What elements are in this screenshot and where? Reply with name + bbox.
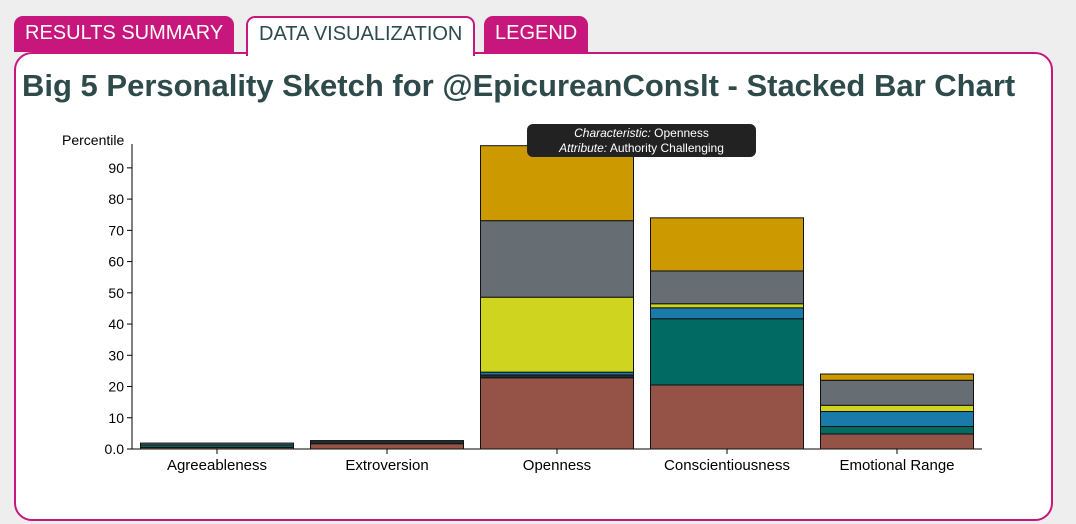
bar-segment [820, 373, 974, 381]
bar-segment [650, 307, 804, 320]
tooltip-attribute-value: Authority Challenging [609, 141, 724, 155]
y-tick-label: 30 [108, 347, 124, 363]
bar-segment [310, 443, 464, 450]
chart-tooltip: Characteristic: Openness Attribute: Auth… [527, 124, 756, 157]
bar-segment [820, 426, 974, 435]
bar-segment [480, 220, 634, 298]
bar-segment [650, 217, 804, 272]
y-tick-label: 10 [108, 410, 124, 426]
y-tick-label: 50 [108, 285, 124, 301]
bar-segment [650, 303, 804, 309]
tooltip-attribute-line: Attribute: Authority Challenging [527, 141, 756, 156]
y-tick-label: 80 [108, 191, 124, 207]
bar-segment [820, 404, 974, 413]
x-tick-label: Conscientiousness [664, 457, 790, 474]
y-tick-label: 0.0 [105, 441, 125, 457]
x-tick-label: Agreeableness [167, 457, 267, 474]
x-tick-label: Emotional Range [839, 457, 954, 474]
tab-data-visualization[interactable]: DATA VISUALIZATION [246, 16, 476, 56]
tooltip-attribute-label: Attribute: [559, 141, 608, 155]
bar-segment [650, 270, 804, 305]
y-tick-label: 60 [108, 254, 124, 270]
bar-segment [650, 384, 804, 450]
page-title: Big 5 Personality Sketch for @EpicureanC… [22, 68, 1016, 103]
bar-segment [820, 433, 974, 450]
bar-segment [480, 296, 634, 373]
tab-legend[interactable]: LEGEND [484, 16, 589, 52]
bar-segment [480, 145, 634, 222]
bar-segment [480, 377, 634, 450]
x-tick-label: Openness [523, 457, 591, 474]
tooltip-characteristic-line: Characteristic: Openness [527, 126, 756, 141]
bar-segment [820, 379, 974, 406]
tooltip-characteristic-label: Characteristic: [574, 126, 651, 140]
y-tick-label: 70 [108, 222, 124, 238]
bar-segment [310, 440, 464, 445]
y-tick-label: 40 [108, 316, 124, 332]
y-tick-label: 90 [108, 160, 124, 176]
tooltip-characteristic-value: Openness [654, 126, 709, 140]
y-tick-label: 20 [108, 379, 124, 395]
tab-results-summary[interactable]: RESULTS SUMMARY [14, 16, 235, 52]
y-axis-label: Percentile [62, 132, 124, 148]
x-tick-label: Extroversion [345, 457, 428, 474]
bar-segment [650, 318, 804, 386]
bar-segment [820, 411, 974, 428]
bar-segment [140, 442, 294, 446]
